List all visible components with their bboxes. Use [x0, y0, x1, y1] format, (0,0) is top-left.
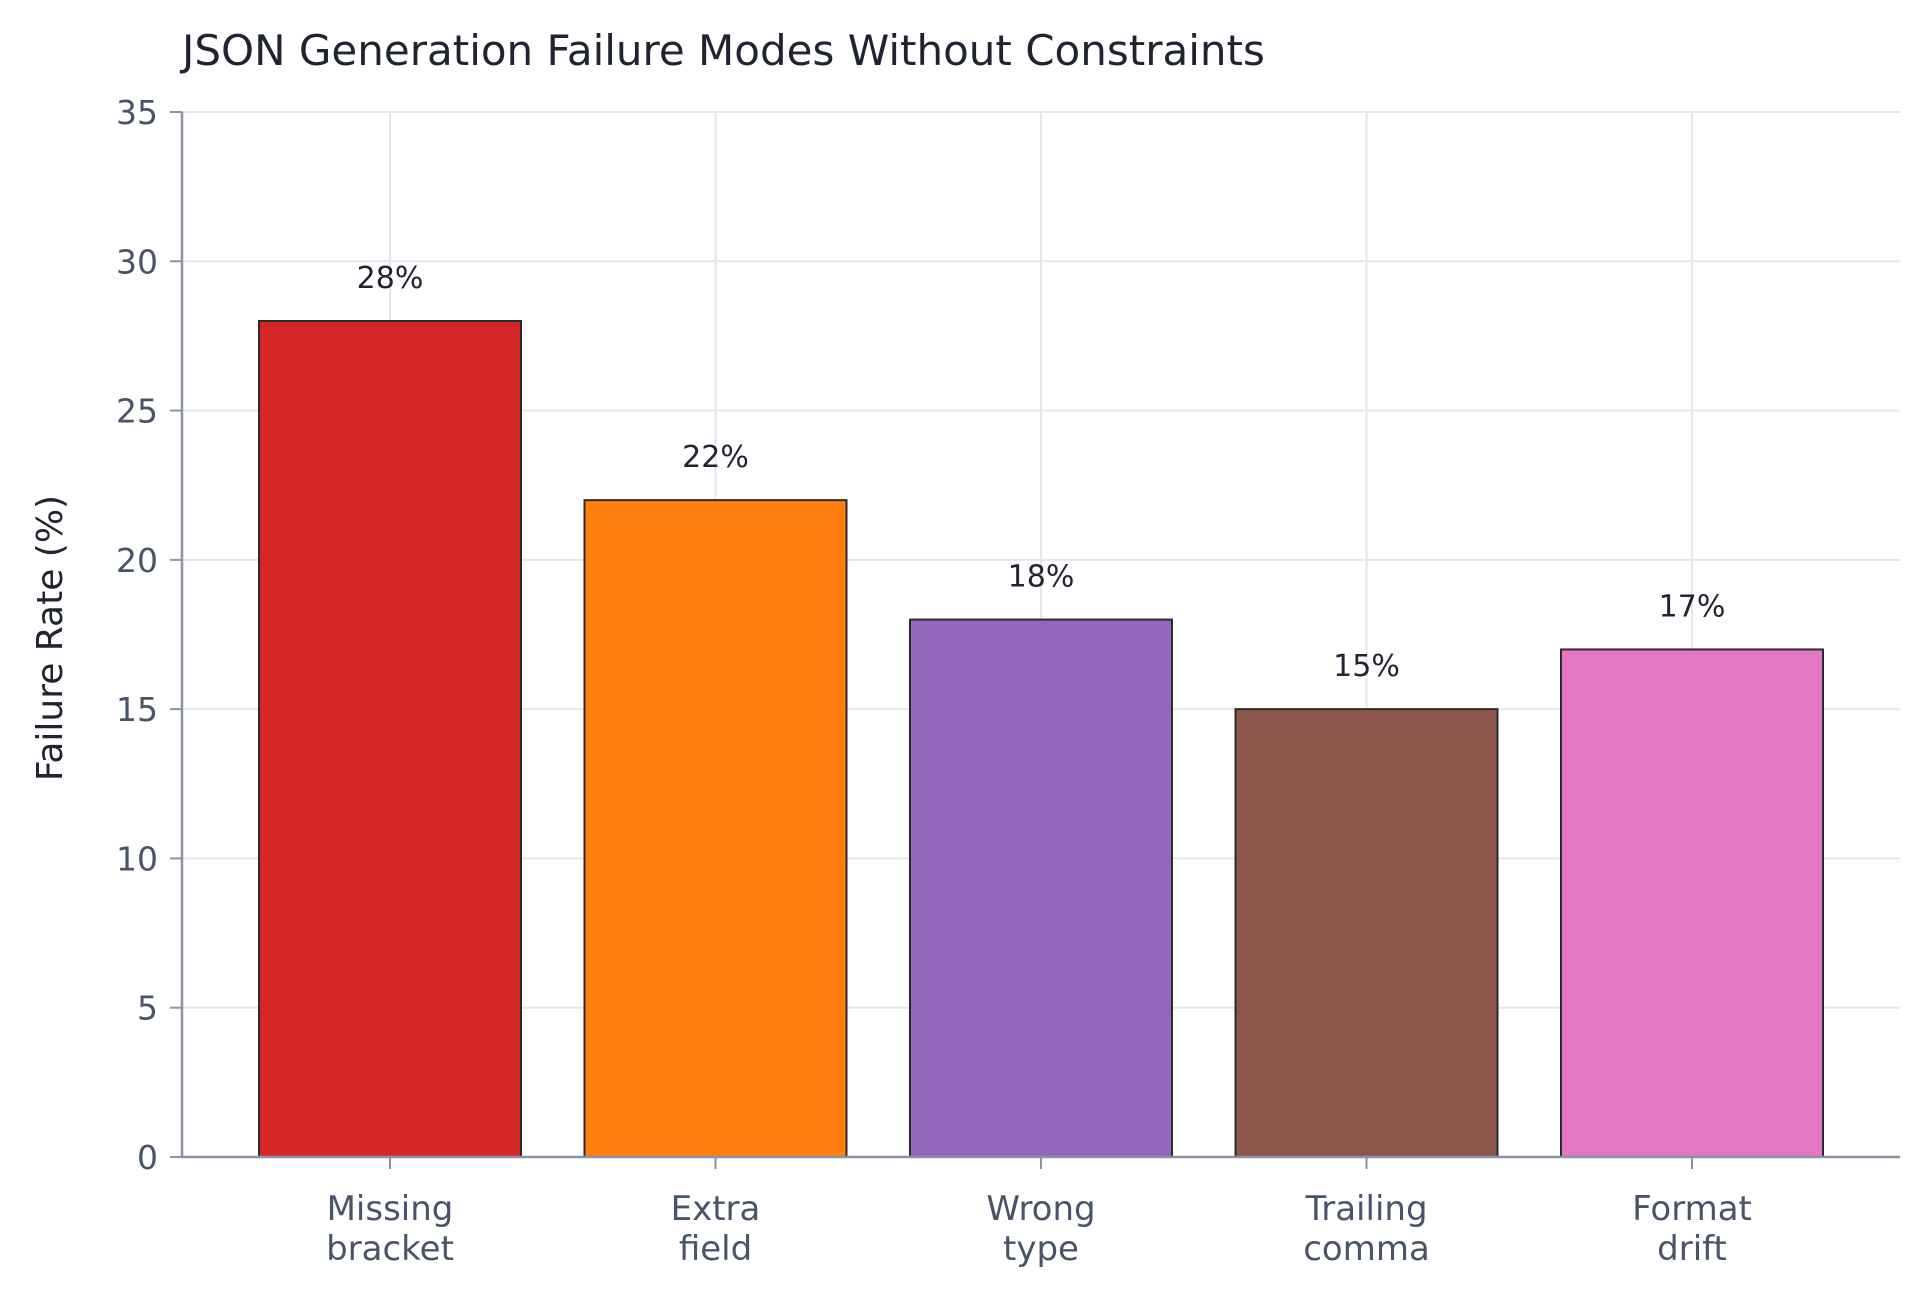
x-tick-label: Extra	[671, 1189, 761, 1229]
bar	[258, 320, 522, 1158]
bar	[1560, 648, 1824, 1159]
bar-data-label: 15%	[1333, 649, 1400, 684]
y-tick-label: 35	[116, 93, 158, 132]
y-tick-label: 5	[137, 989, 158, 1028]
x-tick-label: comma	[1303, 1229, 1430, 1269]
x-tick-label: bracket	[326, 1229, 454, 1269]
x-tick-label: Trailing	[1304, 1189, 1427, 1229]
y-tick-label: 10	[116, 839, 158, 878]
y-tick-label: 30	[116, 242, 158, 281]
x-tick-label: Wrong	[986, 1189, 1095, 1229]
y-tick-label: 20	[116, 541, 158, 580]
bar	[1234, 708, 1499, 1159]
bars	[258, 320, 1824, 1159]
y-tick-label: 0	[137, 1138, 158, 1177]
bar-data-label: 22%	[682, 440, 749, 475]
y-tick-label: 25	[116, 392, 158, 431]
chart-title: JSON Generation Failure Modes Without Co…	[179, 26, 1265, 75]
x-tick-label: drift	[1657, 1229, 1727, 1269]
bar	[583, 499, 848, 1158]
x-tick-label: field	[679, 1229, 752, 1269]
bar-data-label: 17%	[1659, 589, 1726, 624]
data-labels: 28% 22% 18% 15% 17%	[357, 261, 1726, 684]
y-axis-label: Failure Rate (%)	[30, 495, 71, 781]
bar-data-label: 28%	[357, 261, 424, 296]
x-tick-label: Missing	[327, 1189, 454, 1229]
bar-data-label: 18%	[1008, 560, 1075, 595]
bar	[909, 618, 1173, 1158]
y-tick-label: 15	[116, 690, 158, 729]
x-tick-label: type	[1003, 1229, 1079, 1269]
x-tick-label: Format	[1632, 1189, 1752, 1229]
